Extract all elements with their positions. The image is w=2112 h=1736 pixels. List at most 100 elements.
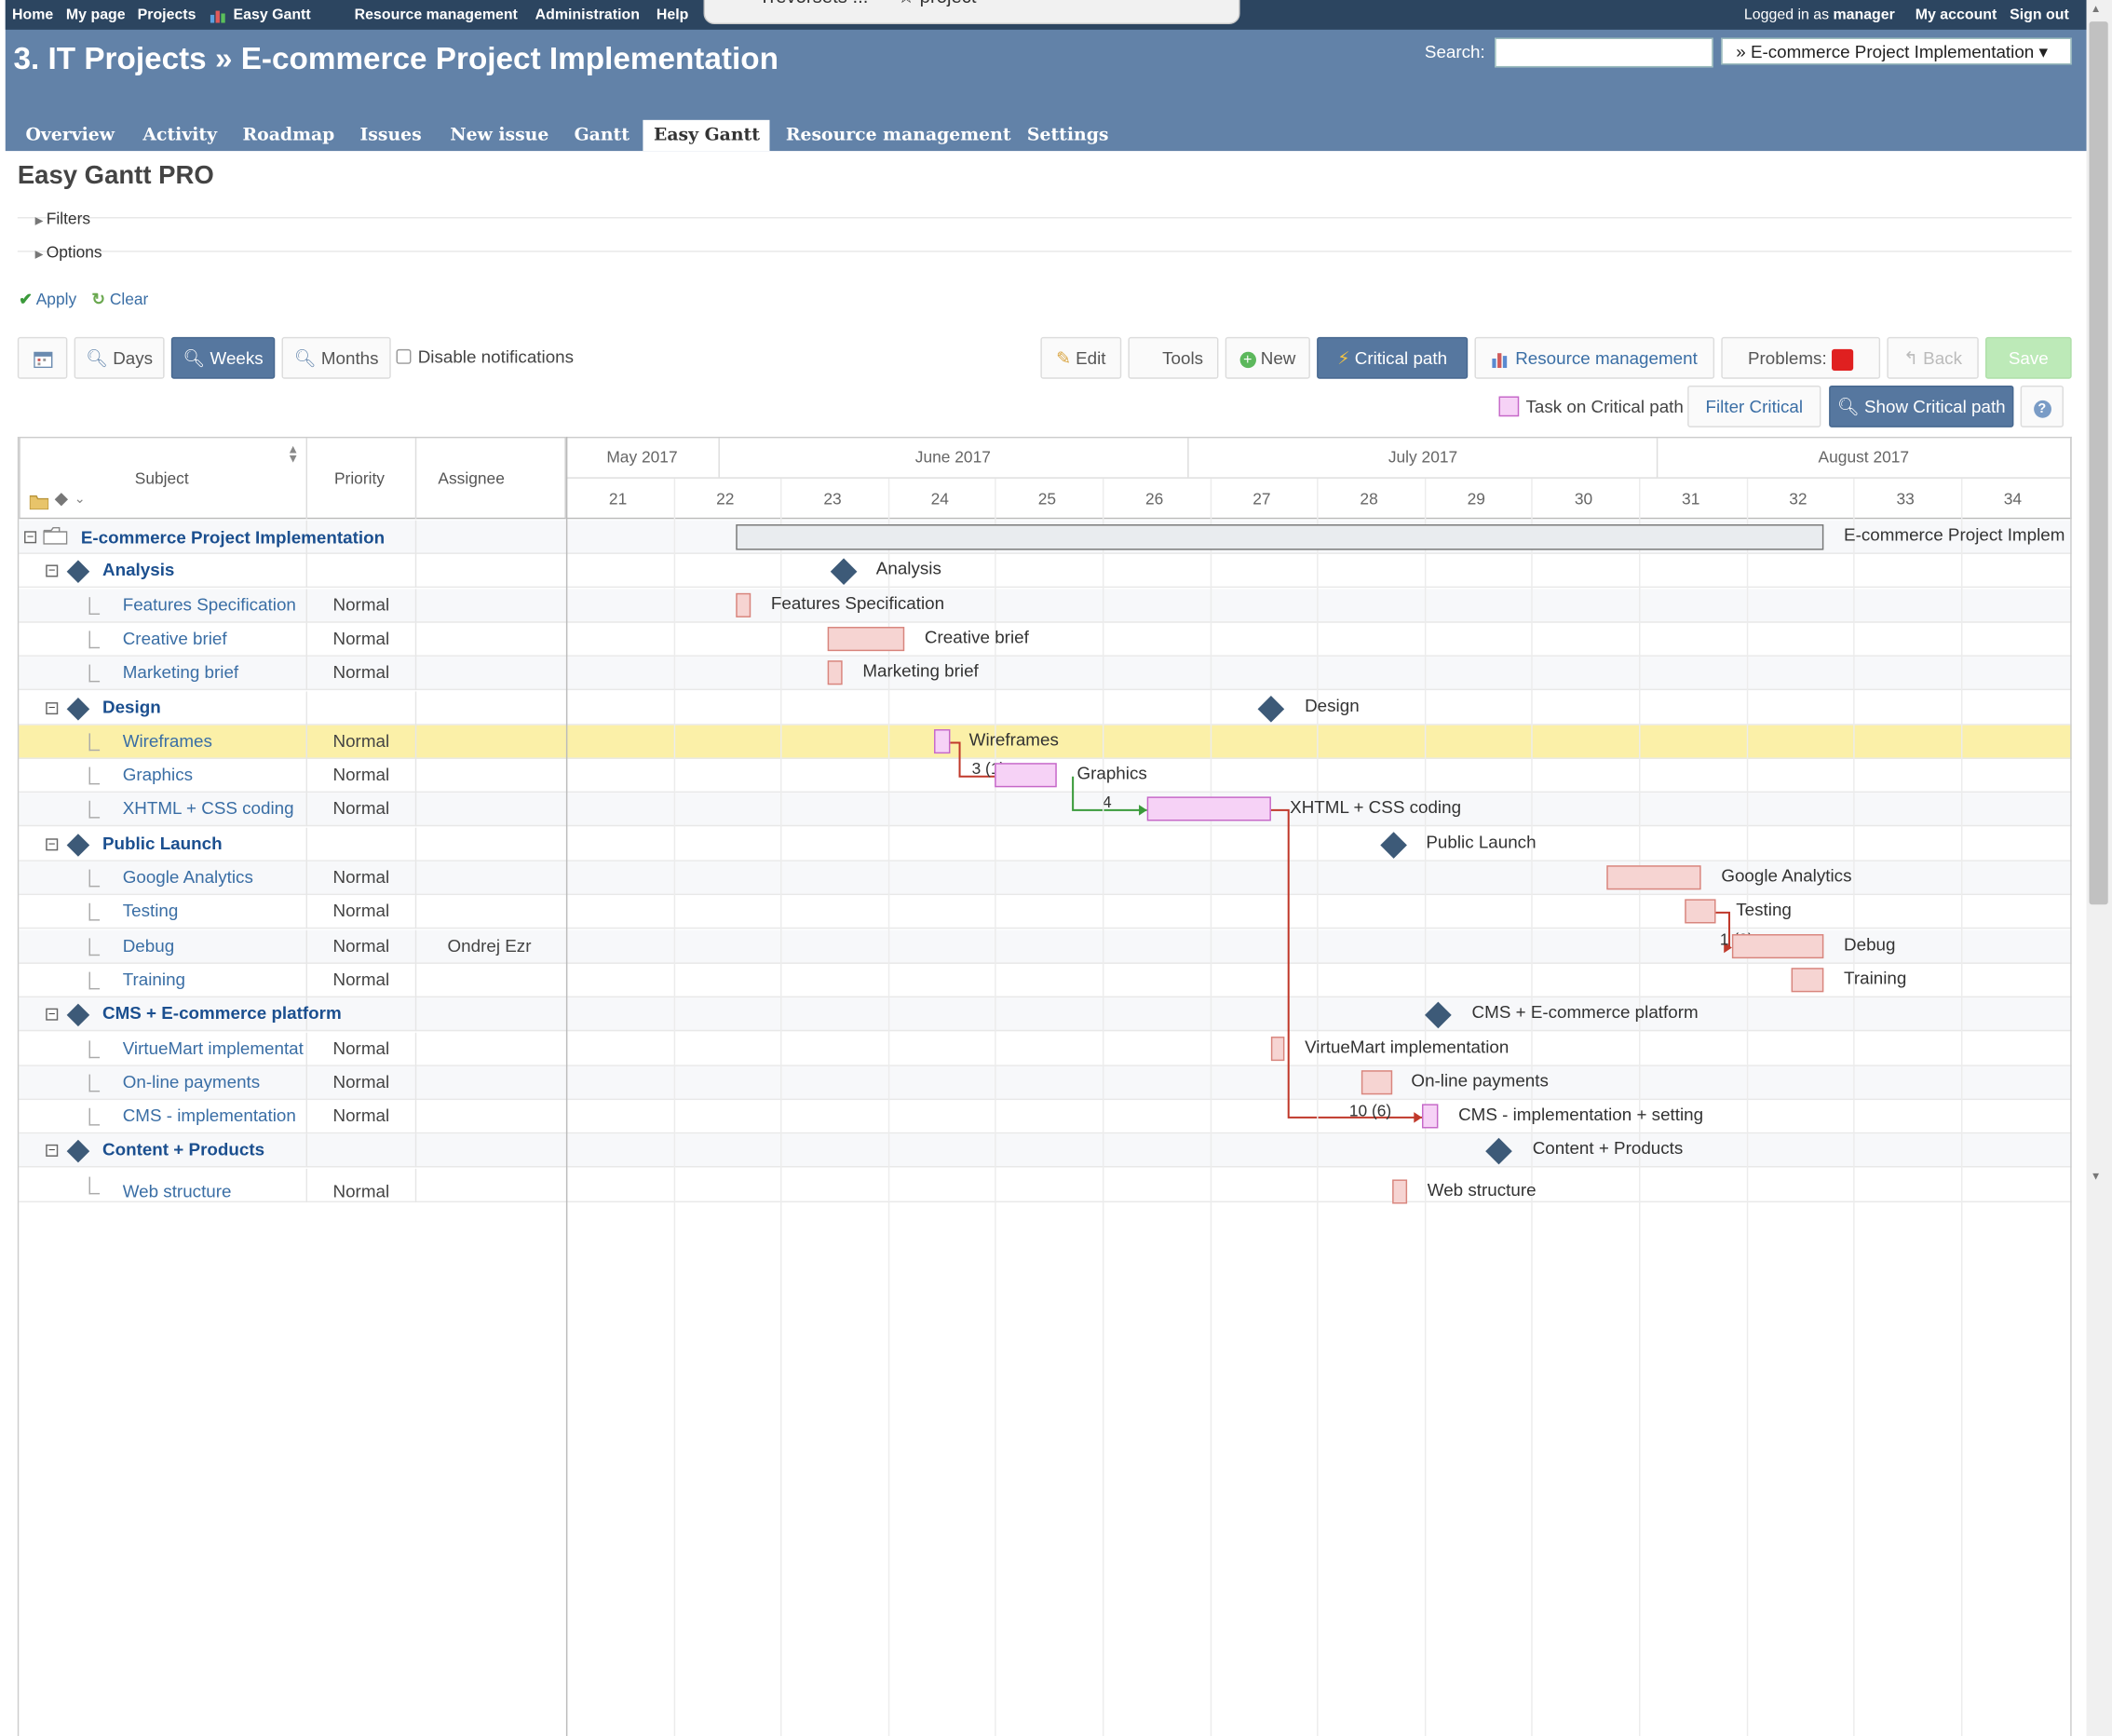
critical-path-button[interactable]: ⚡︎ Critical path [1317, 336, 1469, 379]
tab-new-issue[interactable]: New issue [450, 125, 549, 146]
calendar-button[interactable] [17, 336, 68, 379]
top-menu-resource-management[interactable]: Resource management [354, 7, 518, 23]
relation-wireframes-graphics[interactable] [950, 741, 995, 778]
gantt-task-bar[interactable] [1361, 1069, 1393, 1094]
gantt-task-bar[interactable] [736, 592, 751, 617]
task-subject[interactable]: Google Analytics [122, 866, 253, 888]
logged-in-user[interactable]: manager [1833, 7, 1895, 23]
table-row[interactable]: On-line payments Normal On-line payments [19, 1065, 2072, 1100]
project-jump-select[interactable]: » E-commerce Project Implementation ▾ [1721, 37, 2072, 65]
gantt-task-bar[interactable] [1146, 796, 1271, 822]
table-row[interactable]: − Public Launch Public Launch [19, 827, 2072, 861]
vertical-scrollbar-thumb[interactable] [2089, 21, 2108, 905]
weeks-button[interactable]: 🔍︎ Weeks [170, 336, 276, 379]
task-subject[interactable]: E-commerce Project Implementation [80, 526, 386, 548]
resource-management-button[interactable]: Resource management [1474, 336, 1715, 379]
sort-arrows-icon[interactable]: ▲ ▼ [287, 441, 300, 466]
table-row[interactable]: Google Analytics Normal Google Analytics [19, 861, 2072, 896]
tab-issues[interactable]: Issues [359, 125, 422, 146]
top-menu-administration[interactable]: Administration [535, 7, 640, 23]
top-menu-sign-out[interactable]: Sign out [2010, 7, 2069, 23]
task-subject[interactable]: Content + Products [102, 1139, 265, 1160]
top-menu-help[interactable]: Help [656, 7, 689, 23]
table-row[interactable]: − Content + Products Content + Products [19, 1133, 2072, 1169]
tab-overview[interactable]: Overview [25, 125, 115, 146]
task-subject[interactable]: Debug [122, 934, 175, 956]
task-subject[interactable]: Analysis [102, 560, 175, 580]
top-menu-easy-gantt[interactable]: Easy Gantt [210, 7, 311, 23]
task-subject[interactable]: Testing [122, 901, 179, 922]
task-subject[interactable]: Training [122, 969, 185, 990]
table-row[interactable]: Creative brief Normal Creative brief [19, 622, 2072, 657]
days-button[interactable]: 🔍︎ Days [74, 336, 165, 379]
scroll-up-icon[interactable]: ▲ [2090, 2, 2102, 15]
gantt-task-bar[interactable] [1685, 899, 1716, 924]
clear-link[interactable]: ↻ Clear [91, 290, 148, 308]
task-subject[interactable]: Web structure [122, 1180, 232, 1201]
top-menu-my-account[interactable]: My account [1915, 7, 1997, 23]
tools-button[interactable]: Tools [1128, 336, 1219, 379]
gantt-task-bar[interactable] [827, 626, 905, 651]
tab-gantt[interactable]: Gantt [574, 125, 630, 146]
task-subject[interactable]: CMS + E-commerce platform [102, 1003, 342, 1024]
apply-link[interactable]: ✔ Apply [19, 290, 76, 308]
tab-resource-management[interactable]: Resource management [785, 125, 1011, 146]
task-subject[interactable]: VirtueMart implementat [122, 1037, 304, 1058]
collapse-toggle[interactable]: − [24, 531, 37, 544]
task-subject[interactable]: Marketing brief [122, 661, 239, 683]
gantt-task-bar[interactable] [1392, 1179, 1408, 1204]
top-menu-my-page[interactable]: My page [65, 7, 126, 23]
task-subject[interactable]: Creative brief [122, 628, 227, 649]
relation-testing-debug[interactable] [1715, 911, 1731, 948]
relation-xhtml-cms[interactable] [1270, 808, 1423, 1119]
months-button[interactable]: 🔍︎ Months [281, 336, 391, 379]
top-menu-home[interactable]: Home [12, 7, 54, 23]
table-row[interactable]: Graphics Normal Graphics [19, 759, 2072, 793]
collapse-toggle[interactable]: − [46, 564, 59, 577]
gantt-task-bar[interactable] [1791, 968, 1824, 993]
gantt-task-bar[interactable] [1606, 865, 1701, 890]
table-row[interactable]: − E-commerce Project Implementation E-comm… [19, 520, 2072, 554]
gantt-project-bar[interactable] [736, 524, 1824, 550]
edit-button[interactable]: ✎ Edit [1040, 336, 1122, 379]
collapse-toggle[interactable]: − [46, 701, 59, 714]
task-subject[interactable]: CMS - implementation [122, 1105, 296, 1126]
gantt-task-bar[interactable] [934, 728, 951, 753]
show-critical-path-button[interactable]: 🔍︎ Show Critical path [1829, 385, 2014, 427]
table-row[interactable]: Wireframes Normal Wireframes [19, 725, 2072, 759]
task-subject[interactable]: Features Specification [122, 593, 296, 615]
save-button[interactable]: Save [1985, 336, 2072, 379]
gantt-task-bar[interactable] [1422, 1104, 1439, 1129]
gantt-task-bar[interactable] [1270, 1036, 1285, 1061]
new-button[interactable]: + New [1225, 336, 1310, 379]
gantt-task-bar[interactable] [827, 660, 843, 685]
disable-notifications-checkbox[interactable] [396, 348, 412, 364]
problems-button[interactable]: Problems: 22 [1721, 336, 1881, 379]
table-row[interactable]: − Design Design [19, 690, 2072, 725]
table-row[interactable]: Features Specification Normal Features Spe… [19, 588, 2072, 623]
browser-tab-overlay[interactable]: Trevorsets ... — ☆ project [703, 0, 1240, 25]
collapse-toggle[interactable]: − [46, 837, 59, 850]
table-row[interactable]: − CMS + E-commerce platform CMS + E-commer… [19, 997, 2072, 1032]
task-subject[interactable]: Design [102, 696, 161, 717]
collapse-toggle[interactable]: − [46, 1008, 59, 1021]
gantt-task-bar[interactable] [1731, 933, 1824, 958]
task-subject[interactable]: Graphics [122, 764, 194, 785]
table-row[interactable]: XHTML + CSS coding Normal XHTML + CSS codi… [19, 793, 2072, 827]
filter-critical-button[interactable]: Filter Critical [1687, 385, 1821, 427]
table-row[interactable]: − Analysis Analysis [19, 554, 2072, 589]
search-input[interactable] [1495, 37, 1713, 68]
tab-easy-gantt[interactable]: Easy Gantt [643, 119, 770, 152]
filters-toggle[interactable]: ▶ Filters [35, 209, 90, 227]
task-subject[interactable]: Wireframes [122, 730, 212, 751]
table-row[interactable]: VirtueMart implementat Normal VirtueMart i… [19, 1031, 2072, 1066]
gantt-task-bar[interactable] [995, 763, 1057, 788]
task-subject[interactable]: On-line payments [122, 1071, 261, 1092]
table-row[interactable]: Marketing brief Normal Marketing brief [19, 657, 2072, 691]
col-subject[interactable]: Subject [134, 468, 189, 488]
collapse-toggle[interactable]: − [46, 1145, 59, 1158]
table-row[interactable]: Testing Normal Testing [19, 895, 2072, 929]
scroll-down-icon[interactable]: ▼ [2090, 1170, 2102, 1183]
back-button[interactable]: ↰ Back [1887, 336, 1979, 379]
task-subject[interactable]: Public Launch [102, 833, 223, 853]
